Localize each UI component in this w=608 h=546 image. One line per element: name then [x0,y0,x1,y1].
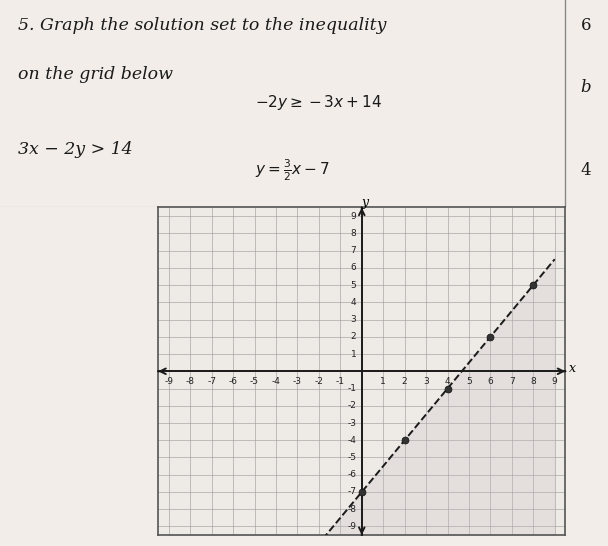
Text: 3x − 2y > 14: 3x − 2y > 14 [18,141,133,158]
Text: -8: -8 [185,377,195,387]
Text: on the grid below: on the grid below [18,67,173,84]
Text: 2: 2 [402,377,407,387]
Text: -6: -6 [229,377,238,387]
Text: -3: -3 [293,377,302,387]
Text: -8: -8 [347,505,356,514]
Text: -2: -2 [348,401,356,410]
Text: x: x [568,362,576,375]
Text: 5. Graph the solution set to the inequality: 5. Graph the solution set to the inequal… [18,16,387,34]
Text: 9: 9 [552,377,558,387]
Text: -2: -2 [314,377,323,387]
Text: -5: -5 [250,377,259,387]
Text: -6: -6 [347,470,356,479]
Text: 1: 1 [351,349,356,359]
Text: -9: -9 [347,522,356,531]
Text: 8: 8 [351,229,356,238]
Text: 9: 9 [351,212,356,221]
Text: 6: 6 [351,263,356,272]
Text: 6: 6 [488,377,493,387]
Text: $-2y \geq -3x + 14$: $-2y \geq -3x + 14$ [255,93,382,112]
Text: 6: 6 [581,16,591,34]
Text: -4: -4 [272,377,280,387]
Text: 4: 4 [444,377,451,387]
Text: -1: -1 [336,377,345,387]
Text: -7: -7 [347,488,356,496]
Text: -9: -9 [164,377,173,387]
Text: -4: -4 [348,436,356,445]
Text: 8: 8 [530,377,536,387]
Text: 4: 4 [351,298,356,307]
Text: -5: -5 [347,453,356,462]
Text: 7: 7 [351,246,356,255]
Text: 2: 2 [351,333,356,341]
Text: 3: 3 [423,377,429,387]
Text: 7: 7 [509,377,515,387]
Text: -1: -1 [347,384,356,393]
Text: 5: 5 [466,377,472,387]
Text: y: y [361,196,368,209]
Text: 1: 1 [381,377,386,387]
Text: b: b [581,79,591,96]
Text: $y = \frac{3}{2}x - 7$: $y = \frac{3}{2}x - 7$ [255,158,330,183]
Text: -3: -3 [347,418,356,428]
Text: 4: 4 [581,162,591,179]
Text: -7: -7 [207,377,216,387]
Text: 5: 5 [351,281,356,289]
Text: 3: 3 [351,315,356,324]
